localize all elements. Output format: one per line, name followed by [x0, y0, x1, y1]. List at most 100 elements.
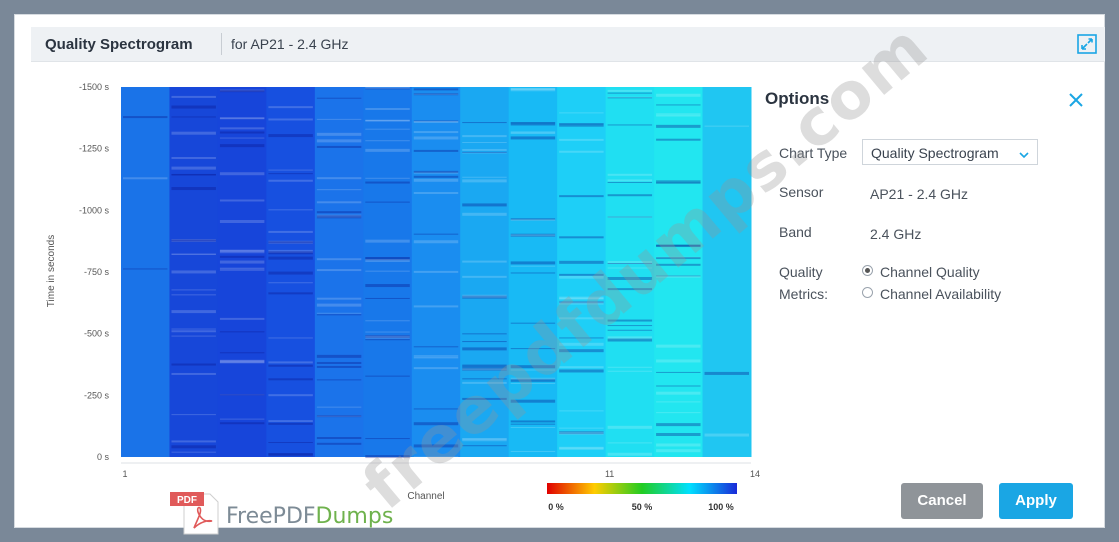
heatmap-stripe — [559, 138, 604, 141]
heatmap-stripe — [462, 260, 507, 263]
heatmap-stripe — [316, 354, 362, 358]
heatmap-stripe — [316, 314, 362, 316]
heatmap-stripe — [171, 253, 216, 255]
cancel-button[interactable]: Cancel — [901, 483, 983, 519]
band-label: Band — [779, 224, 812, 240]
heatmap-stripe — [656, 263, 701, 266]
panel-title: Quality Spectrogram — [45, 36, 193, 53]
heatmap-stripe — [559, 123, 604, 125]
heatmap-stripe — [607, 288, 653, 291]
radio-checked-icon[interactable] — [862, 265, 873, 276]
heatmap-stripe — [656, 245, 701, 248]
y-tick-label: -500 s — [84, 329, 110, 339]
heatmap-stripe — [123, 116, 168, 119]
heatmap-stripe — [559, 337, 604, 339]
heatmap-stripe — [510, 218, 556, 221]
heatmap-stripe — [171, 294, 216, 296]
close-icon[interactable] — [1067, 91, 1085, 109]
heatmap-stripe — [413, 171, 459, 174]
heatmap-stripe — [219, 331, 265, 333]
heatmap-stripe — [510, 382, 556, 384]
radio-unchecked-icon[interactable] — [862, 287, 873, 298]
heatmap-stripe — [607, 366, 653, 368]
spectrogram-chart: -1500 s -1250 s -1000 s -750 s -500 s -250 s 0… — [31, 71, 761, 531]
heatmap-stripe — [413, 175, 459, 178]
heatmap-stripe — [268, 169, 313, 171]
heatmap-stripe — [656, 391, 701, 395]
radio-channel-quality[interactable]: Channel Quality — [862, 264, 980, 280]
heatmap-stripe — [316, 303, 362, 307]
pdf-badge-text: PDF — [177, 495, 197, 506]
heatmap-stripe — [559, 273, 604, 276]
heatmap-stripe — [316, 215, 362, 219]
heatmap-stripe — [219, 269, 265, 271]
heatmap-stripe — [462, 151, 507, 153]
heatmap-stripe — [171, 289, 216, 291]
heatmap-stripe — [316, 177, 362, 180]
heatmap-stripe — [462, 275, 507, 278]
quality-metrics-label-line2: Metrics: — [779, 286, 828, 302]
heatmap-stripe — [656, 432, 701, 436]
heatmap-stripe — [559, 410, 604, 412]
heatmap-stripe — [413, 355, 459, 357]
heatmap-stripe — [607, 442, 653, 444]
heatmap-stripe — [656, 275, 701, 278]
heatmap-stripe — [413, 136, 459, 140]
heatmap-stripe — [607, 96, 653, 98]
heatmap-stripe — [510, 365, 556, 369]
heatmap-stripe — [607, 124, 653, 126]
radio-channel-availability[interactable]: Channel Availability — [862, 286, 1001, 302]
heatmap-stripe — [365, 181, 410, 184]
heatmap-stripe — [559, 236, 604, 239]
options-title: Options — [765, 89, 830, 108]
heatmap-stripe — [219, 422, 265, 425]
radio-channel-quality-label: Channel Quality — [880, 264, 980, 280]
heatmap-stripe — [656, 256, 701, 258]
heatmap-stripe — [656, 385, 701, 387]
x-axis-label: Channel — [407, 491, 444, 502]
heatmap-stripe — [656, 412, 701, 414]
heatmap-stripe — [510, 122, 556, 124]
heatmap-stripe — [219, 317, 265, 320]
heatmap-stripe — [316, 442, 362, 445]
heatmap-stripe — [607, 216, 653, 218]
heatmap-stripe — [219, 117, 265, 120]
heatmap-stripe — [365, 375, 410, 377]
heatmap-stripe — [365, 297, 410, 299]
heatmap-stripe — [656, 401, 701, 403]
heatmap-column — [314, 87, 364, 457]
heatmap-stripe — [268, 118, 313, 121]
heatmap-stripe — [462, 445, 507, 447]
heatmap-stripe — [559, 369, 604, 373]
heatmap-stripe — [607, 267, 653, 269]
heatmap-stripe — [268, 240, 313, 244]
heatmap-stripe — [656, 359, 701, 363]
heatmap-stripe — [656, 344, 701, 348]
heatmap-stripe — [559, 431, 604, 435]
heatmap-stripe — [607, 452, 653, 456]
chart-type-select[interactable]: Quality Spectrogram — [862, 139, 1038, 165]
heatmap-stripe — [510, 234, 556, 237]
heatmap-stripe — [268, 282, 313, 284]
heatmap-stripe — [510, 427, 556, 429]
heatmap-stripe — [559, 297, 604, 299]
heatmap-stripe — [171, 440, 216, 443]
heatmap-stripe — [462, 122, 507, 124]
heatmap-stripe — [607, 370, 653, 372]
heatmap-column — [121, 87, 170, 457]
y-tick-label: -250 s — [84, 390, 110, 400]
heatmap-stripe — [365, 455, 410, 459]
heatmap-stripe — [510, 88, 556, 92]
pdf-file-icon: PDF — [170, 492, 219, 535]
heatmap-stripe — [656, 104, 701, 106]
heatmap-stripe — [559, 301, 604, 304]
expand-icon[interactable] — [1077, 34, 1097, 54]
heatmap-stripe — [510, 233, 556, 237]
heatmap-stripe — [559, 447, 604, 449]
heatmap-stripe — [607, 338, 653, 342]
heatmap-column — [508, 87, 558, 457]
heatmap-stripe — [559, 296, 604, 300]
heatmap-stripe — [316, 415, 362, 418]
heatmap-stripe — [656, 443, 701, 447]
apply-button[interactable]: Apply — [999, 483, 1073, 519]
